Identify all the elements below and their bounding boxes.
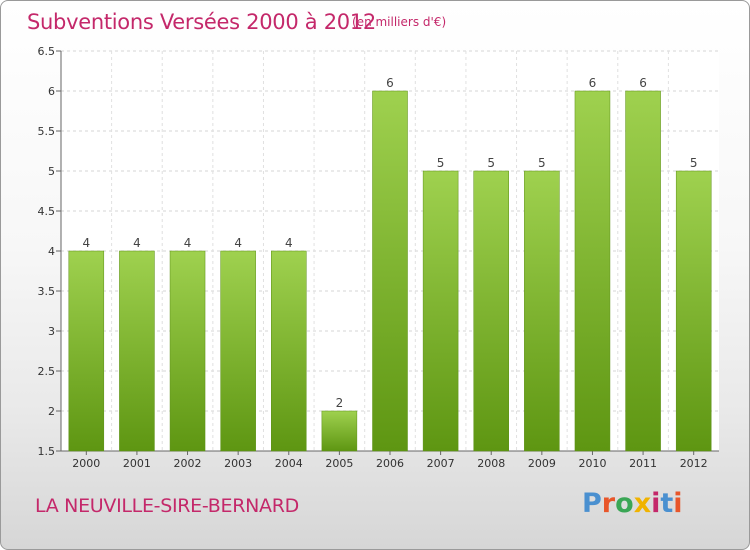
y-tick-label: 3.5 <box>38 285 56 298</box>
data-label: 4 <box>184 236 192 250</box>
y-tick-label: 4.5 <box>38 205 56 218</box>
bar[interactable] <box>68 250 105 452</box>
x-tick-label: 2003 <box>224 457 252 470</box>
logo-letter: P <box>582 488 602 519</box>
logo-letter: i <box>651 488 661 519</box>
data-label: 6 <box>386 76 394 90</box>
bar[interactable] <box>271 250 307 452</box>
y-tick-label: 4 <box>48 245 55 258</box>
chart-title: Subventions Versées 2000 à 2012 <box>27 10 376 34</box>
x-tick-label: 2008 <box>477 457 505 470</box>
bar[interactable] <box>574 90 611 452</box>
bar[interactable] <box>119 250 155 452</box>
data-label: 2 <box>336 396 344 410</box>
logo-letter: i <box>673 488 683 519</box>
data-label: 5 <box>437 156 445 170</box>
y-tick-label: 2.5 <box>38 365 56 378</box>
y-tick-label: 5 <box>48 165 55 178</box>
x-tick-label: 2001 <box>123 457 151 470</box>
data-label: 6 <box>589 76 597 90</box>
x-tick-label: 2012 <box>680 457 708 470</box>
bar[interactable] <box>524 170 560 452</box>
bar[interactable] <box>220 250 256 452</box>
data-label: 4 <box>234 236 242 250</box>
y-tick-label: 6 <box>48 85 55 98</box>
bar[interactable] <box>675 170 712 452</box>
logo-letter: t <box>660 488 674 519</box>
bar[interactable] <box>321 410 358 452</box>
y-tick-label: 6.5 <box>38 45 56 58</box>
proxiti-logo[interactable]: Proxiti <box>582 488 683 519</box>
x-tick-label: 2002 <box>174 457 202 470</box>
x-tick-label: 2000 <box>72 457 100 470</box>
data-label: 5 <box>538 156 546 170</box>
bar[interactable] <box>473 170 509 452</box>
x-tick-label: 2010 <box>578 457 606 470</box>
logo-letter: r <box>601 488 616 519</box>
data-label: 6 <box>639 76 647 90</box>
y-tick-label: 3 <box>48 325 55 338</box>
y-tick-label: 2 <box>48 405 55 418</box>
data-label: 4 <box>133 236 141 250</box>
x-tick-label: 2004 <box>275 457 303 470</box>
x-tick-label: 2006 <box>376 457 404 470</box>
bar[interactable] <box>372 90 408 452</box>
place-name: LA NEUVILLE-SIRE-BERNARD <box>35 495 299 517</box>
bar[interactable] <box>625 90 661 452</box>
data-label: 5 <box>690 156 698 170</box>
bar[interactable] <box>169 250 206 452</box>
data-label: 5 <box>487 156 495 170</box>
data-label: 4 <box>285 236 293 250</box>
x-tick-label: 2005 <box>325 457 353 470</box>
x-tick-label: 2007 <box>427 457 455 470</box>
x-tick-label: 2011 <box>629 457 657 470</box>
data-label: 4 <box>82 236 90 250</box>
y-tick-label: 1.5 <box>38 445 56 458</box>
x-tick-label: 2009 <box>528 457 556 470</box>
bar[interactable] <box>422 170 459 452</box>
logo-letter: x <box>633 488 652 519</box>
logo-letter: o <box>615 488 634 519</box>
chart-subtitle: (en milliers d'€) <box>352 15 447 29</box>
y-tick-label: 5.5 <box>38 125 56 138</box>
